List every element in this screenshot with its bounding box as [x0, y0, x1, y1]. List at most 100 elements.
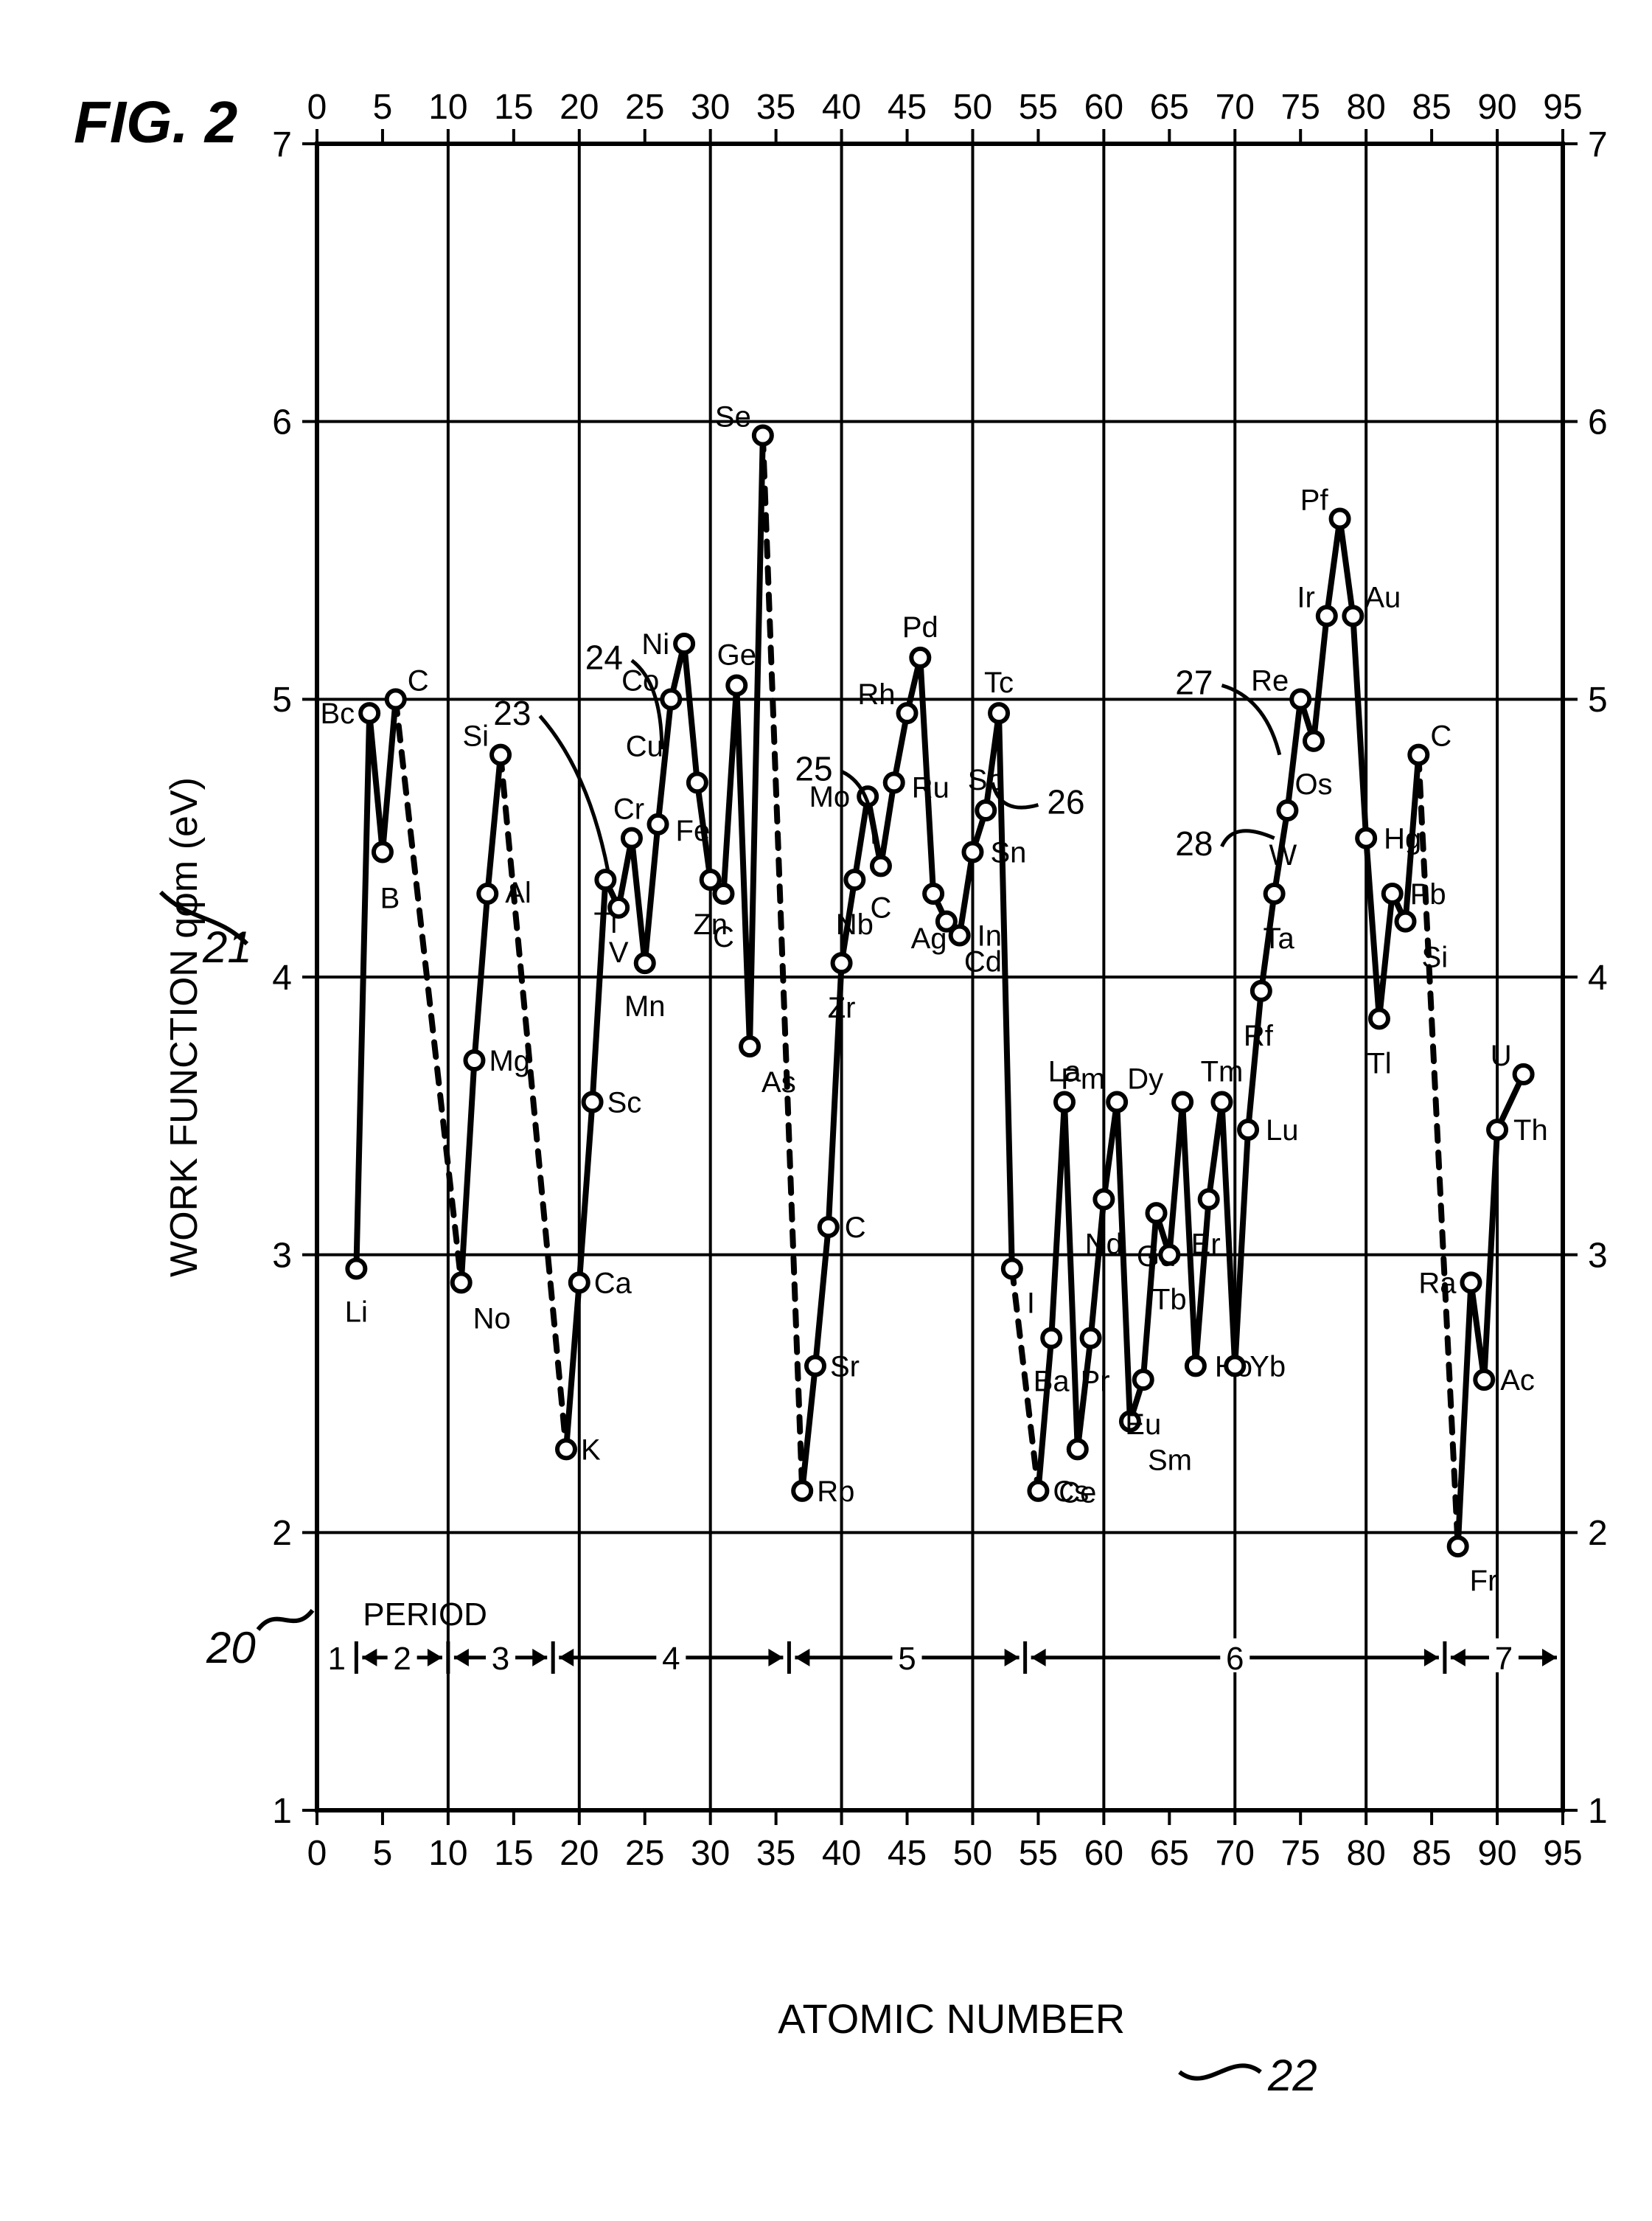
y-tick-label: 2	[272, 1514, 292, 1553]
element-label: Tl	[1367, 1048, 1391, 1080]
data-marker	[636, 954, 654, 972]
y-tick-label: 3	[272, 1236, 292, 1275]
element-label: Re	[1251, 664, 1289, 697]
x-tick-label: 35	[756, 1834, 795, 1873]
element-label: W	[1269, 839, 1297, 872]
x-tick-label-top: 15	[494, 88, 533, 127]
data-marker	[689, 774, 706, 791]
data-marker	[833, 954, 851, 972]
element-label: Fr	[1470, 1565, 1498, 1597]
callout-28: 28	[1175, 824, 1213, 863]
data-marker	[911, 649, 929, 667]
x-tick-label-top: 45	[888, 88, 927, 127]
data-marker	[387, 690, 405, 708]
data-marker	[465, 1052, 483, 1069]
element-label: Rb	[817, 1476, 854, 1508]
data-marker	[1278, 802, 1296, 819]
callout-23: 23	[493, 694, 531, 732]
x-tick-label-top: 85	[1412, 88, 1451, 127]
element-label: Ru	[912, 771, 949, 804]
data-marker	[714, 885, 732, 903]
element-label: Pb	[1410, 878, 1446, 911]
data-marker	[728, 677, 745, 695]
data-marker	[1003, 1260, 1021, 1278]
data-marker	[754, 427, 772, 445]
element-label: V	[609, 936, 629, 969]
data-marker	[872, 857, 890, 875]
data-marker	[1135, 1371, 1152, 1388]
x-tick-label-top: 5	[373, 88, 393, 127]
y-tick-label-right: 6	[1588, 403, 1608, 442]
element-label: Bc	[320, 698, 355, 730]
element-label: Ni	[641, 628, 669, 661]
y-tick-label: 7	[272, 125, 292, 164]
data-marker	[623, 830, 641, 847]
element-label: Ir	[1297, 581, 1314, 614]
element-label: C	[845, 1212, 866, 1244]
element-label: Lu	[1266, 1114, 1299, 1147]
x-tick-label: 40	[822, 1834, 861, 1873]
element-label: Ac	[1500, 1364, 1535, 1397]
element-label: Ta	[1264, 922, 1295, 955]
x-tick-label-top: 55	[1019, 88, 1058, 127]
callout-24: 24	[585, 639, 623, 677]
y-tick-label-right: 4	[1588, 959, 1608, 998]
x-tick-label-top: 30	[691, 88, 730, 127]
data-marker	[1029, 1482, 1047, 1500]
element-label: Se	[715, 401, 751, 434]
data-marker	[557, 1440, 575, 1458]
period-number: 6	[1226, 1641, 1244, 1677]
element-label: Sr	[830, 1350, 860, 1383]
x-tick-label-top: 80	[1346, 88, 1385, 127]
element-label: C	[1430, 720, 1451, 753]
element-label: I	[1027, 1287, 1035, 1320]
element-label: As	[761, 1066, 796, 1099]
data-marker	[1148, 1204, 1165, 1222]
x-tick-label: 65	[1150, 1834, 1189, 1873]
y-tick-label: 4	[272, 959, 292, 998]
data-marker	[741, 1037, 759, 1055]
element-label: Mg	[489, 1045, 530, 1077]
data-marker	[584, 1094, 602, 1111]
data-marker	[1397, 913, 1415, 931]
data-marker	[1488, 1121, 1506, 1139]
data-marker	[1252, 982, 1270, 1000]
element-label: Al	[505, 877, 532, 909]
element-label: Os	[1294, 768, 1332, 801]
x-tick-label-top: 25	[625, 88, 664, 127]
data-marker	[806, 1357, 824, 1374]
y-tick-label: 6	[272, 403, 292, 442]
period-number: 2	[393, 1641, 411, 1677]
data-marker	[1082, 1330, 1100, 1347]
period-number: 1	[327, 1641, 345, 1677]
element-label: C	[713, 921, 734, 953]
y-tick-label-right: 2	[1588, 1514, 1608, 1553]
x-tick-label-top: 35	[756, 88, 795, 127]
element-label: Sb	[968, 764, 1004, 796]
element-label: Hg	[1384, 823, 1421, 855]
data-marker	[1187, 1357, 1205, 1374]
data-marker	[1384, 885, 1401, 903]
data-marker	[1515, 1066, 1533, 1083]
element-label: Tm	[1201, 1056, 1244, 1088]
data-marker	[662, 690, 680, 708]
data-marker	[1056, 1094, 1073, 1111]
period-number: 3	[492, 1641, 509, 1677]
data-marker	[675, 635, 693, 653]
element-label: U	[1491, 1040, 1512, 1072]
x-tick-label-top: 20	[560, 88, 599, 127]
data-marker	[453, 1273, 470, 1291]
x-tick-label: 5	[373, 1834, 393, 1873]
data-marker	[1174, 1094, 1191, 1111]
x-tick-label-top: 90	[1477, 88, 1516, 127]
data-marker	[1213, 1094, 1230, 1111]
element-label: Si	[1422, 942, 1449, 974]
period-label: PERIOD	[363, 1596, 487, 1633]
element-label: Rh	[857, 678, 895, 711]
element-label: Pd	[902, 611, 938, 644]
element-label: Pf	[1300, 484, 1329, 517]
data-marker	[1200, 1190, 1218, 1208]
data-marker	[1160, 1246, 1178, 1264]
element-label: Cu	[626, 730, 663, 762]
data-marker	[1069, 1440, 1087, 1458]
